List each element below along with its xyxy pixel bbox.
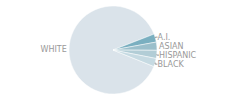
svg-text:ASIAN: ASIAN (159, 42, 183, 51)
svg-text:BLACK: BLACK (157, 60, 184, 69)
svg-text:WHITE: WHITE (41, 45, 67, 54)
svg-text:A.I.: A.I. (158, 33, 171, 42)
svg-text:HISPANIC: HISPANIC (159, 51, 197, 60)
